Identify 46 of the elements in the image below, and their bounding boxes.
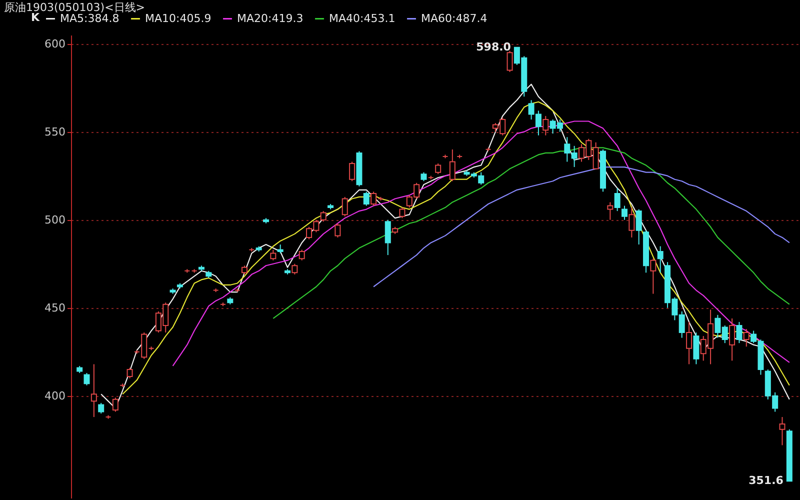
legend-label: MA20:419.3	[237, 12, 304, 25]
candlestick	[650, 258, 656, 294]
candlestick	[270, 249, 276, 261]
legend-label: MA40:453.1	[329, 12, 396, 25]
y-tick-label: 600	[44, 37, 66, 50]
legend-title: K	[31, 11, 40, 24]
candlestick	[399, 207, 406, 219]
legend-label: MA60:487.4	[421, 12, 488, 25]
legend-label: MA5:384.8	[60, 12, 120, 25]
candlestick	[729, 318, 736, 362]
candlestick	[334, 222, 341, 238]
candlestick	[657, 246, 664, 274]
annotation: 598.0	[476, 40, 512, 54]
annotation: 351.6	[748, 474, 784, 488]
y-tick-label: 550	[44, 125, 66, 138]
y-tick-label: 400	[44, 389, 66, 402]
candlestick	[622, 205, 628, 220]
candlestick	[779, 416, 786, 446]
y-tick-label: 500	[44, 213, 66, 226]
chart-title: 原油1903(050103)<日线>	[4, 1, 146, 14]
candlestick	[435, 163, 442, 175]
candlestick	[112, 397, 118, 412]
candlestick	[384, 219, 391, 256]
candlestick	[736, 321, 742, 344]
legend-label: MA10:405.9	[145, 12, 212, 25]
candlestick	[342, 196, 348, 217]
candlestick	[449, 148, 456, 182]
candlestick	[98, 402, 104, 414]
candlestick	[686, 321, 692, 365]
candlestick	[126, 367, 133, 379]
candlestick	[298, 249, 305, 261]
candlestick	[614, 188, 620, 212]
candlestick	[292, 263, 298, 275]
candlestick	[636, 208, 642, 245]
candlestick	[84, 372, 90, 386]
candlestick	[506, 50, 513, 72]
y-tick-label: 450	[44, 301, 66, 314]
candlestick	[349, 161, 356, 182]
candlestick	[363, 191, 370, 206]
candlestick	[743, 328, 750, 348]
candlestick	[607, 202, 614, 220]
candlestick	[320, 210, 326, 222]
candlestick	[693, 332, 700, 365]
candlestick	[628, 207, 635, 238]
candlestick	[90, 364, 97, 418]
candlestick	[542, 115, 549, 136]
